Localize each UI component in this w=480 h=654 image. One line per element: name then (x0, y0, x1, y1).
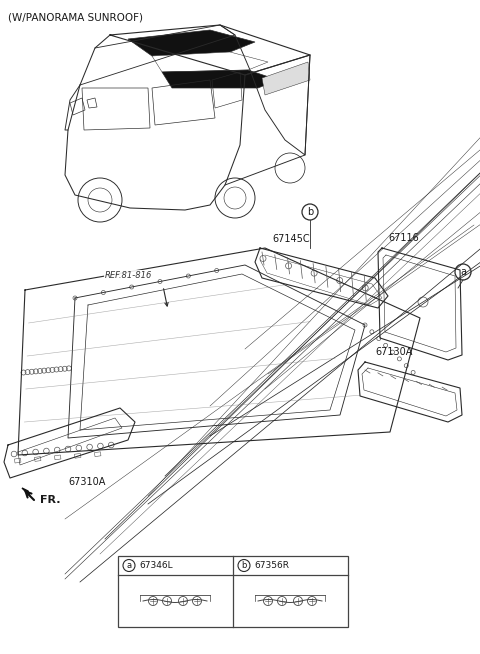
Text: 67116: 67116 (388, 233, 419, 243)
Bar (95, 452, 101, 456)
Text: FR.: FR. (40, 495, 60, 505)
Text: REF.81-816: REF.81-816 (105, 271, 152, 280)
Text: b: b (241, 561, 247, 570)
Text: 67145C: 67145C (272, 234, 310, 244)
Text: 67346L: 67346L (139, 561, 173, 570)
Bar (14, 458, 21, 463)
Text: a: a (126, 561, 132, 570)
Polygon shape (152, 52, 268, 72)
Text: 67356R: 67356R (254, 561, 289, 570)
Text: 67310A: 67310A (68, 477, 106, 487)
Polygon shape (22, 488, 30, 496)
Text: b: b (307, 207, 313, 217)
Text: (W/PANORAMA SUNROOF): (W/PANORAMA SUNROOF) (8, 12, 143, 22)
Bar (35, 456, 41, 462)
Polygon shape (162, 70, 278, 88)
Text: 67130A: 67130A (375, 347, 412, 357)
Bar (54, 455, 61, 460)
Text: a: a (460, 267, 466, 277)
Polygon shape (128, 30, 255, 56)
Bar (74, 453, 81, 458)
Polygon shape (262, 62, 310, 95)
